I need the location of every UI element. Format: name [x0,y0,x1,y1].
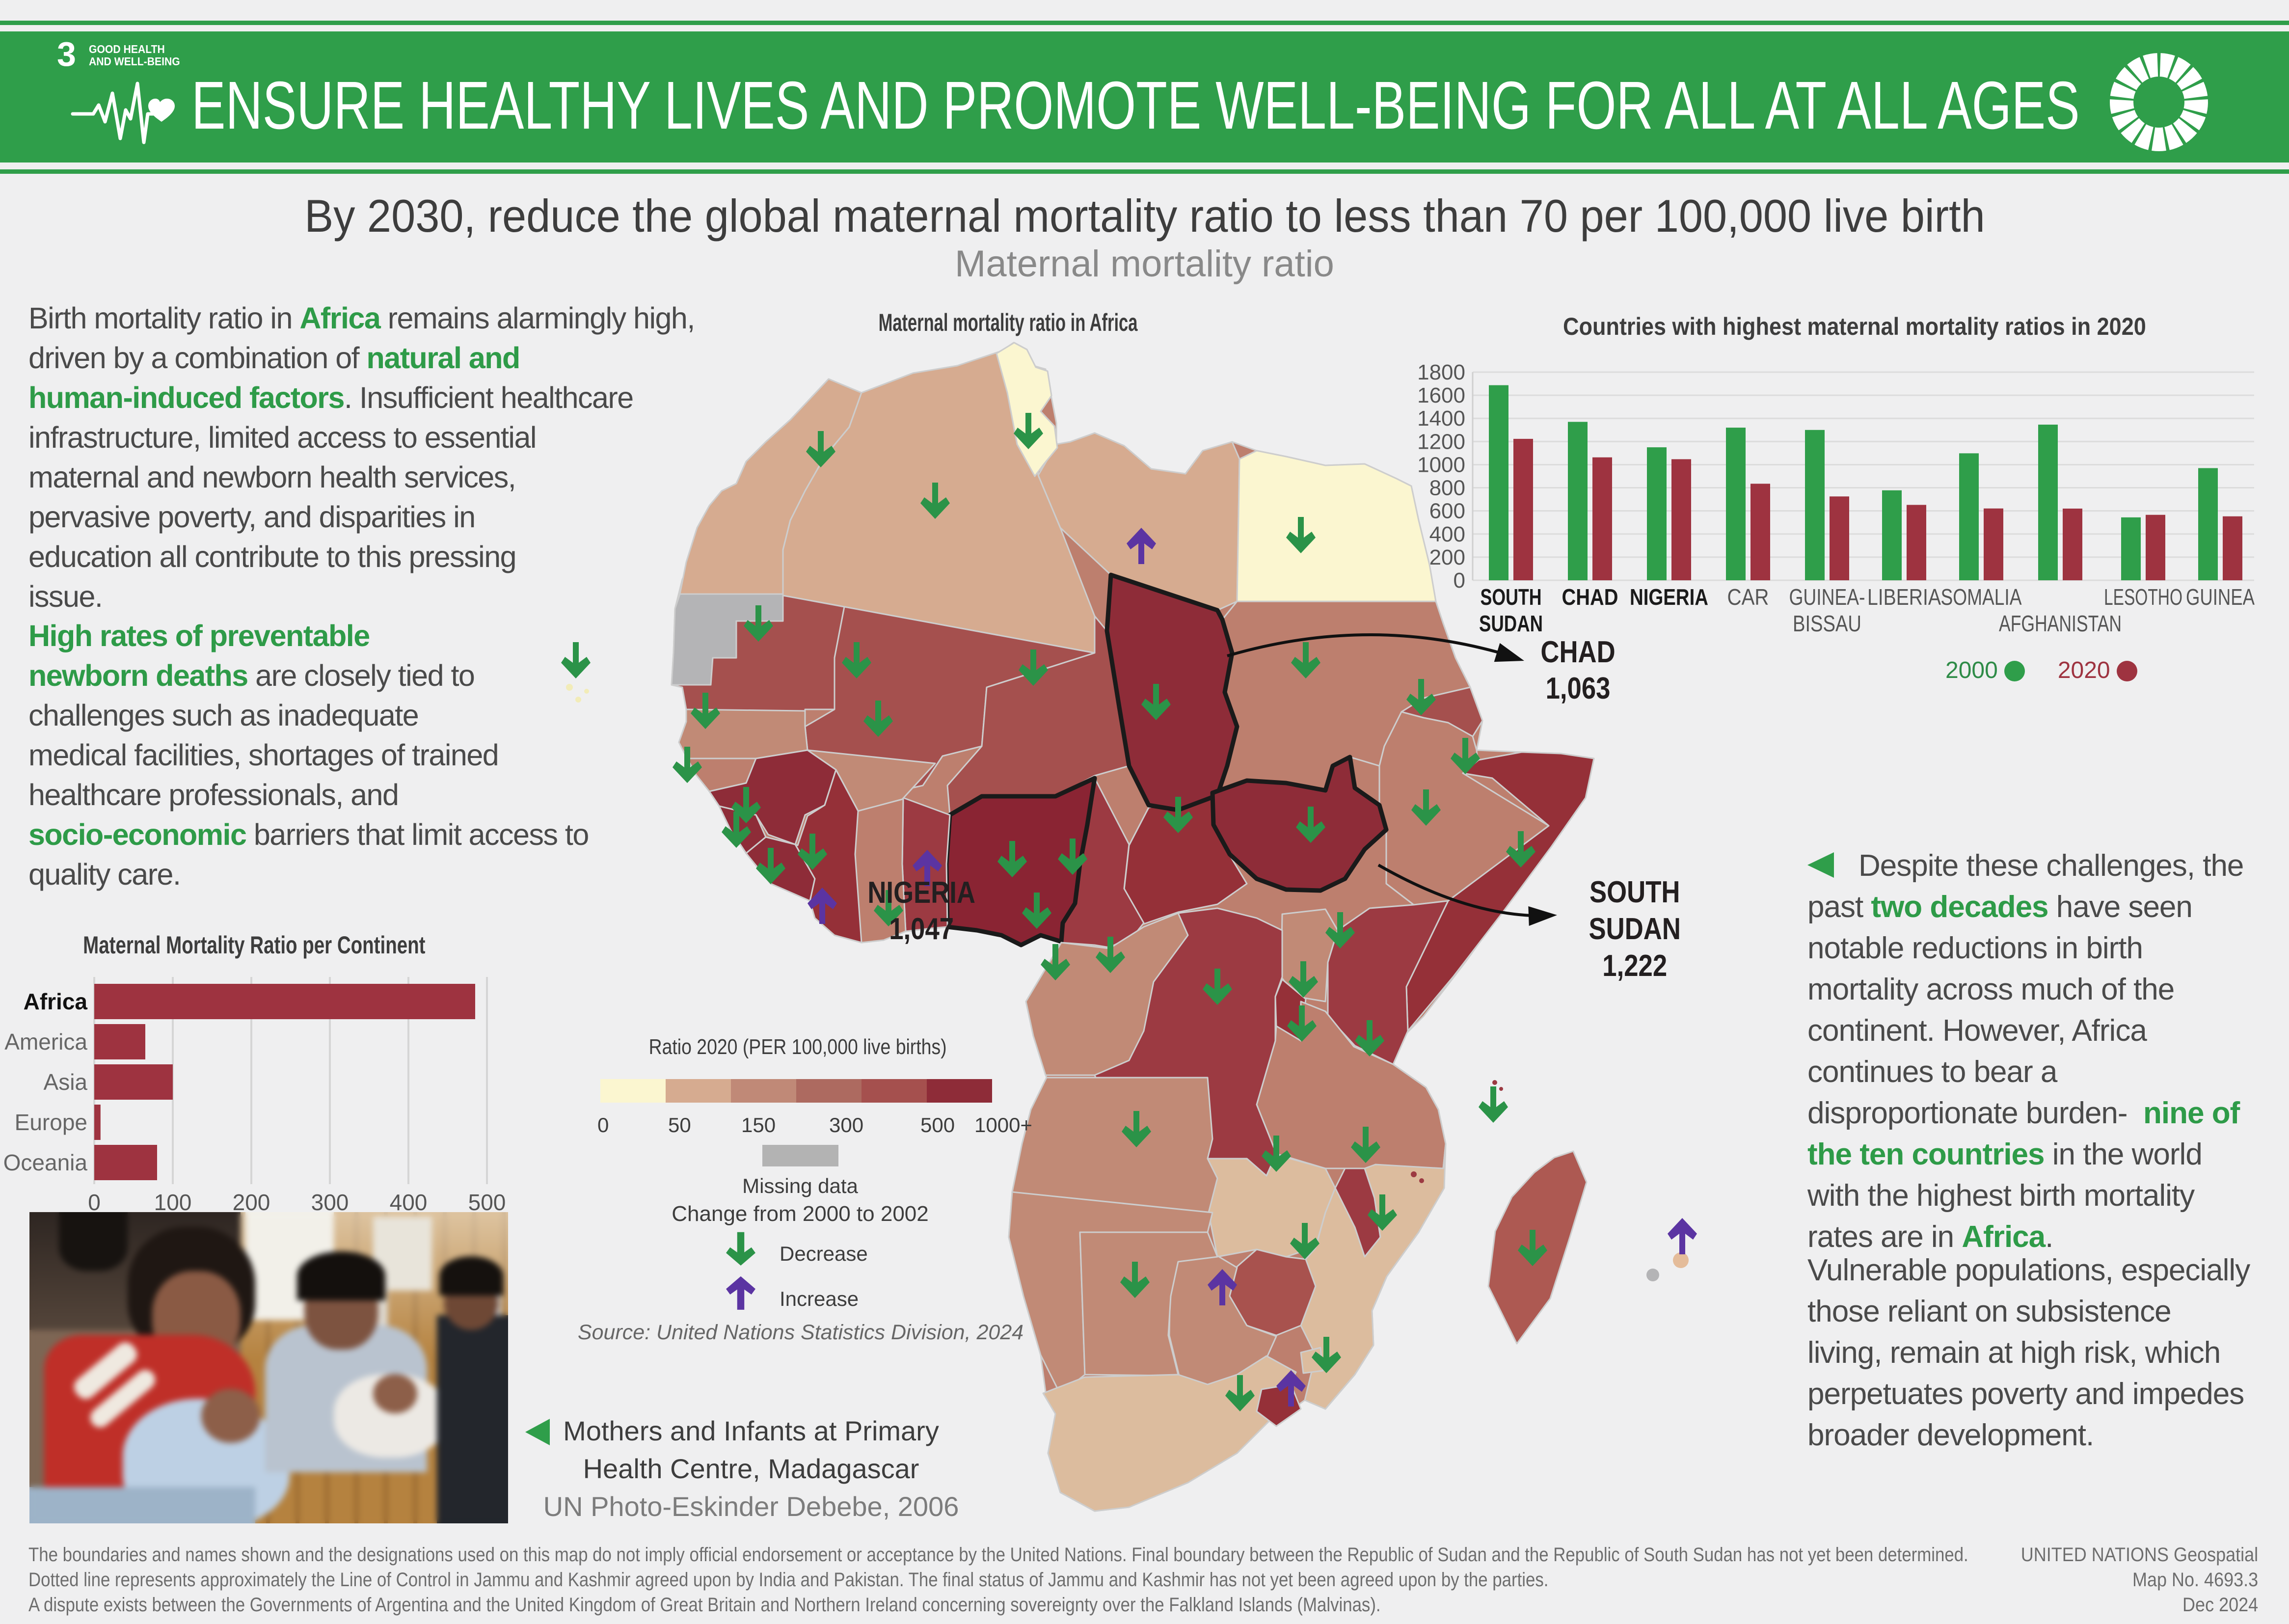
svg-text:Asia: Asia [44,1069,88,1095]
svg-text:0: 0 [88,1190,101,1215]
svg-text:LESOTHO: LESOTHO [2104,584,2182,610]
svg-text:200: 200 [1429,545,1465,569]
svg-text:SOMALIA: SOMALIA [1941,584,2022,610]
svg-text:SUDAN: SUDAN [1479,611,1543,636]
svg-text:Europe: Europe [15,1110,87,1135]
svg-text:CAR: CAR [1727,584,1769,610]
svg-text:300: 300 [311,1190,349,1215]
svg-text:100: 100 [154,1190,192,1215]
svg-text:GUINEA: GUINEA [2186,584,2255,610]
svg-text:BISSAU: BISSAU [1793,611,1861,636]
svg-text:Oceania: Oceania [3,1150,88,1175]
svg-text:0: 0 [1454,568,1465,593]
svg-text:500: 500 [468,1190,506,1215]
svg-text:NIGERIA: NIGERIA [1630,584,1708,610]
svg-text:LIBERIA: LIBERIA [1867,584,1941,610]
svg-text:200: 200 [233,1190,270,1215]
svg-text:800: 800 [1429,476,1465,500]
svg-text:1400: 1400 [1417,406,1465,431]
svg-text:America: America [4,1029,87,1055]
svg-text:CHAD: CHAD [1562,584,1618,610]
svg-text:SOUTH: SOUTH [1481,584,1542,610]
svg-text:AFGHANISTAN: AFGHANISTAN [1999,611,2122,636]
svg-text:1000: 1000 [1417,453,1465,477]
svg-text:1200: 1200 [1417,430,1465,454]
svg-text:1600: 1600 [1417,383,1465,407]
svg-text:GUINEA-: GUINEA- [1789,584,1865,610]
svg-text:400: 400 [390,1190,428,1215]
svg-text:400: 400 [1429,522,1465,546]
svg-text:600: 600 [1429,499,1465,523]
svg-text:Africa: Africa [24,989,88,1014]
svg-text:1800: 1800 [1417,360,1465,384]
